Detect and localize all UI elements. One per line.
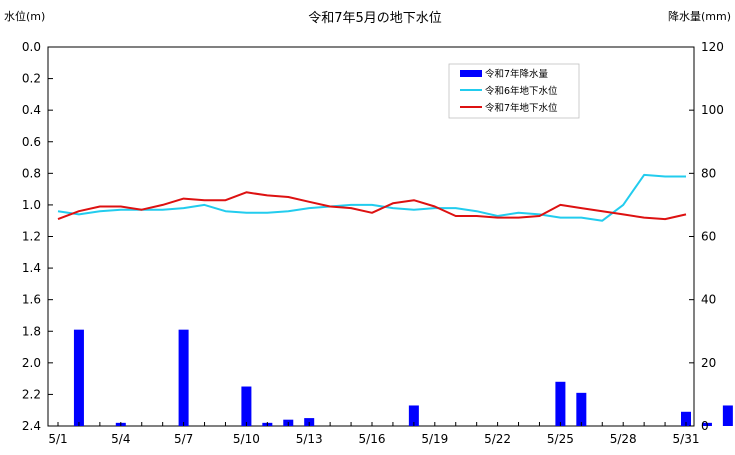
precipitation-bars	[73, 329, 733, 426]
chart-title: 令和7年5月の地下水位	[308, 11, 442, 26]
y-right-tick-label: 0	[701, 419, 709, 433]
y-right-tick-label: 60	[701, 230, 716, 244]
y-left-tick-label: 1.2	[22, 230, 41, 244]
x-tick-label: 5/16	[359, 432, 386, 446]
x-tick-label: 5/10	[233, 432, 260, 446]
y-left-tick-label: 1.8	[22, 324, 41, 338]
x-tick-label: 5/28	[610, 432, 637, 446]
groundwater-lines	[57, 173, 687, 222]
plot-area	[47, 46, 695, 427]
y-left-tick-label: 0.2	[22, 72, 41, 86]
y-left-tick-label: 2.2	[22, 387, 41, 401]
y-left-tick-label: 1.6	[22, 293, 41, 307]
y-left-tick-label: 1.0	[22, 198, 41, 212]
x-tick-label: 5/19	[421, 432, 448, 446]
precipitation-bar	[701, 422, 712, 426]
r6-groundwater-line	[57, 173, 686, 222]
y-left-tick-label: 2.0	[22, 356, 41, 370]
x-tick-label: 5/13	[296, 432, 323, 446]
legend-swatch-precipitation	[460, 70, 482, 77]
x-tick-label: 5/4	[111, 432, 130, 446]
precipitation-bar	[576, 392, 587, 426]
precipitation-bar	[555, 381, 566, 426]
r7-groundwater-line	[57, 191, 687, 221]
precipitation-bar	[73, 329, 84, 426]
axis-ticks: 0.0 0.2 0.4 0.6 0.8 1.0 1.2 1.4 1.6 1.8 2.0 2.2 2.4 0…	[22, 40, 724, 446]
y-right-axis-label: 降水量(mm)	[668, 9, 731, 23]
y-left-tick-label: 1.4	[22, 261, 41, 275]
x-tick-label: 5/7	[174, 432, 193, 446]
x-tick-label: 5/25	[547, 432, 574, 446]
precipitation-bar	[241, 386, 252, 426]
precipitation-bar	[178, 329, 189, 426]
precipitation-bar	[408, 405, 419, 426]
y-right-tick-label: 120	[701, 40, 724, 54]
y-left-tick-label: 2.4	[22, 419, 41, 433]
y-right-tick-label: 100	[701, 103, 724, 117]
y-left-tick-label: 0.6	[22, 135, 41, 149]
precipitation-bar	[681, 411, 691, 426]
y-right-tick-label: 80	[701, 166, 716, 180]
y-left-tick-label: 0.8	[22, 166, 41, 180]
y-left-tick-label: 0.4	[22, 103, 41, 117]
y-right-tick-label: 20	[701, 356, 716, 370]
x-tick-label: 5/22	[484, 432, 511, 446]
x-tick-label: 5/31	[673, 432, 700, 446]
y-left-tick-label: 0.0	[22, 40, 41, 54]
legend-label-precipitation: 令和7年降水量	[485, 68, 549, 80]
legend: 令和7年降水量 令和6年地下水位 令和7年地下水位	[448, 63, 580, 119]
precipitation-bar	[722, 405, 733, 426]
y-left-axis-label: 水位(m)	[4, 9, 45, 23]
legend-label-r7-groundwater: 令和7年地下水位	[485, 102, 558, 114]
x-tick-label: 5/1	[48, 432, 67, 446]
y-right-tick-label: 40	[701, 293, 716, 307]
legend-label-r6-groundwater: 令和6年地下水位	[485, 85, 558, 97]
